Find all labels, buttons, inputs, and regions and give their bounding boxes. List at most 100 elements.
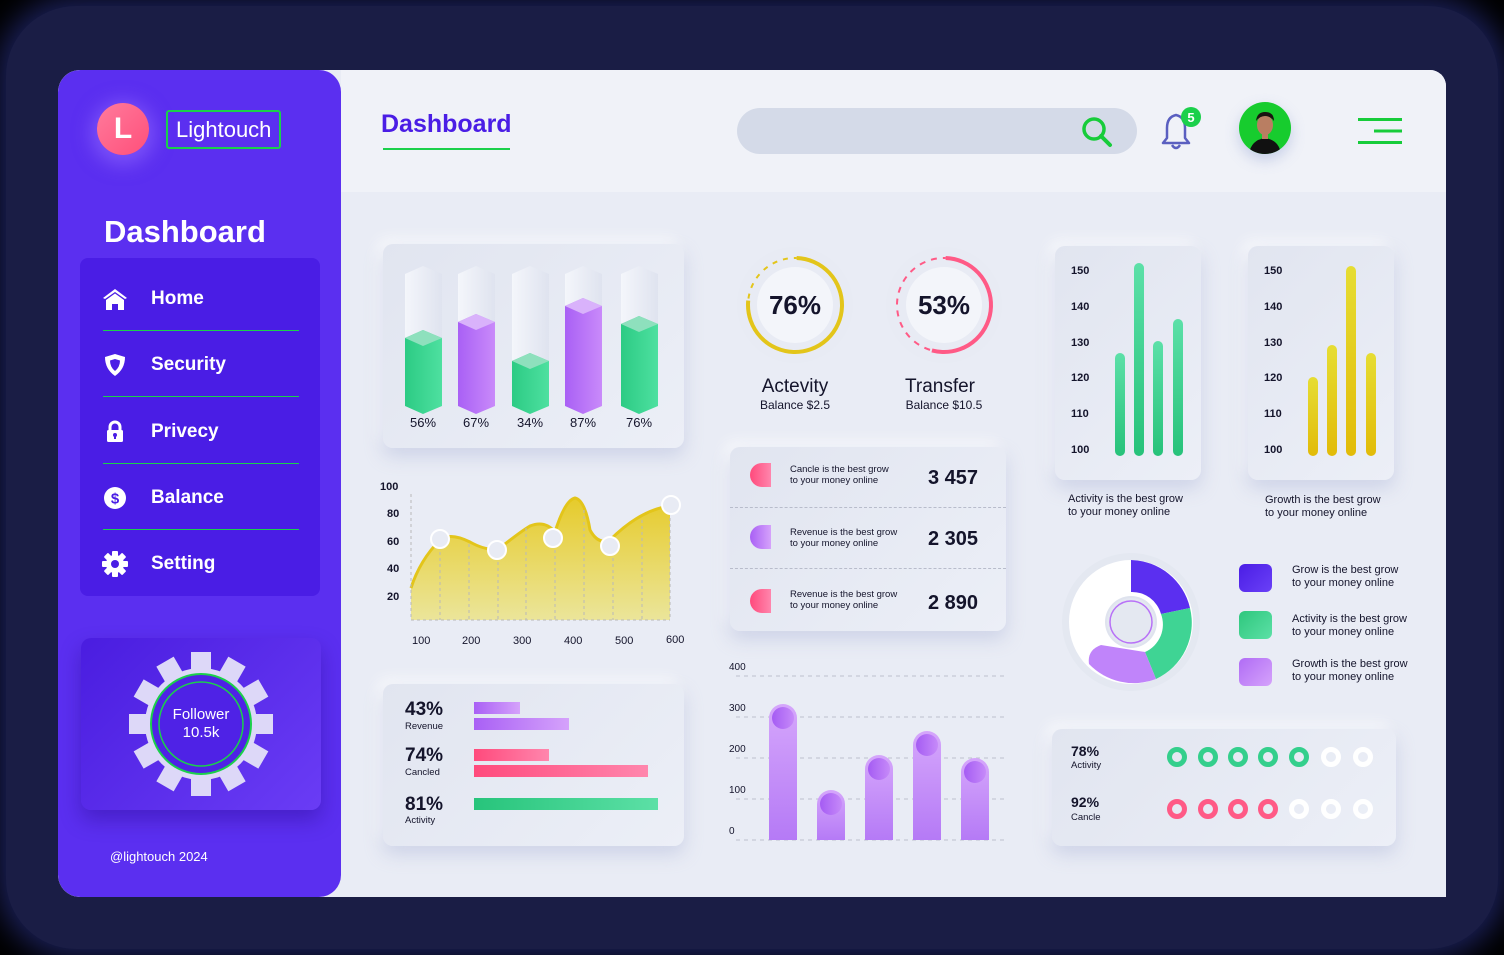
home-icon: [102, 286, 128, 312]
stat-value: 2 890: [928, 592, 979, 614]
dot-filled: [1198, 747, 1218, 767]
legend-swatch-grow: [1239, 564, 1272, 592]
progress-value: 43%: [405, 699, 444, 720]
divider: [730, 507, 1006, 508]
y-tick: 140: [1264, 301, 1283, 313]
x-tick: 500: [615, 635, 634, 647]
nav-divider: [103, 396, 299, 397]
growth-bar: [1327, 345, 1337, 456]
dot-row-label: Activity: [1071, 760, 1102, 771]
y-tick: 150: [1071, 265, 1090, 277]
activity-ring: 76%: [735, 245, 855, 365]
sidebar-item-balance[interactable]: $ Balance: [102, 465, 298, 531]
gear-icon: [102, 551, 128, 577]
sidebar-item-setting[interactable]: Setting: [102, 531, 298, 597]
dot-empty: [1353, 747, 1373, 767]
progress-label: Cancled: [405, 767, 440, 778]
x-tick: 300: [513, 635, 532, 647]
stat-row: Revenue is the best grow to your money on…: [730, 569, 1006, 629]
activity-bar: [1173, 319, 1183, 456]
bar-value-label: 87%: [570, 415, 597, 430]
activity-bar: [474, 798, 658, 810]
svg-text:$: $: [111, 491, 120, 508]
follower-stat: Follower 10.5k: [129, 652, 273, 796]
stat-desc: Revenue is the best grow to your money on…: [790, 527, 898, 549]
search-input[interactable]: [737, 108, 1137, 154]
dot-empty: [1321, 747, 1341, 767]
page-title: Dashboard: [381, 110, 512, 138]
copyright: @lightouch 2024: [110, 849, 208, 864]
stat-pill-icon: [750, 463, 771, 487]
y-tick: 140: [1071, 301, 1090, 313]
activity-bar: [1153, 341, 1163, 456]
dot-filled: [1167, 747, 1187, 767]
cancled-bar-short: [474, 749, 549, 761]
x-tick: 400: [564, 635, 583, 647]
dot-filled: [1228, 747, 1248, 767]
y-tick: 130: [1071, 337, 1090, 349]
progress-bars-card: 43% Revenue 74% Cancled 81% Activity: [383, 684, 684, 846]
dot-empty: [1321, 799, 1341, 819]
y-tick: 120: [1071, 372, 1090, 384]
growth-bar: [1346, 266, 1356, 456]
follower-card: Follower 10.5k: [81, 638, 321, 810]
sidebar-item-privecy[interactable]: Privecy: [102, 399, 298, 465]
y-tick: 120: [1264, 372, 1283, 384]
growth-bars-card: 150 140 130 120 110 100: [1248, 246, 1394, 480]
logo[interactable]: L: [97, 103, 149, 155]
y-tick: 150: [1264, 265, 1283, 277]
stat-desc: Cancle is the best grow to your money onl…: [790, 464, 889, 486]
dot-empty: [1353, 799, 1373, 819]
bar-1: [405, 266, 442, 414]
legend-swatch-activity: [1239, 611, 1272, 639]
sidebar-item-label: Setting: [151, 553, 216, 574]
ring-sub: Balance $10.5: [905, 398, 983, 412]
bar-value-label: 34%: [517, 415, 544, 430]
dot-filled: [1167, 799, 1187, 819]
sidebar-item-security[interactable]: Security: [102, 332, 298, 398]
avatar[interactable]: [1239, 102, 1291, 154]
y-tick: 0: [729, 826, 735, 837]
activity-bar: [1134, 263, 1144, 456]
sidebar-nav: Home Security Privecy $: [80, 258, 320, 596]
ring-label: Actevity: [761, 376, 829, 397]
progress-value: 81%: [405, 794, 444, 815]
bar-4: [565, 266, 602, 414]
revenue-bar-short: [474, 702, 520, 714]
y-tick: 20: [387, 591, 400, 603]
bar-value-label: 56%: [410, 415, 437, 430]
hamburger-menu-icon[interactable]: [1358, 116, 1402, 146]
dollar-icon: $: [102, 485, 128, 511]
brand-name[interactable]: Lightouch: [166, 110, 282, 149]
progress-label: Revenue: [405, 721, 444, 732]
search-icon[interactable]: [1079, 114, 1115, 150]
top-header: Dashboard 5: [341, 70, 1446, 192]
y-tick: 200: [729, 744, 746, 755]
ring-value: 53%: [917, 289, 971, 320]
bar-value-label: 67%: [463, 415, 490, 430]
y-tick: 100: [1071, 444, 1090, 456]
stat-row: Revenue is the best grow to your money on…: [730, 507, 1006, 567]
growth-bar: [1308, 377, 1318, 456]
sidebar-item-home[interactable]: Home: [102, 266, 298, 332]
stat-row: Cancle is the best grow to your money onl…: [730, 447, 1006, 507]
percent-bars-chart: [405, 266, 658, 414]
y-tick: 130: [1264, 337, 1283, 349]
follower-value: 10.5k: [182, 724, 220, 741]
follower-gear-icon: [129, 652, 273, 796]
dot-filled: [1258, 747, 1278, 767]
dot-row-value: 78%: [1071, 743, 1100, 759]
dot-filled: [1289, 747, 1309, 767]
y-tick: 100: [729, 785, 746, 796]
dot-filled: [1228, 799, 1248, 819]
sidebar-item-label: Home: [151, 288, 204, 309]
dashboard-window: L Lightouch Dashboard Home Security: [58, 70, 1446, 897]
growth-bars-caption: Growth is the best grow to your money onl…: [1265, 494, 1381, 519]
legend-text: Activity is the best grow to your money o…: [1292, 613, 1407, 638]
stat-pill-icon: [750, 525, 771, 549]
legend-swatch-growth: [1239, 658, 1272, 686]
activity-bar: [1115, 353, 1125, 456]
nav-divider: [103, 463, 299, 464]
progress-label: Activity: [405, 815, 436, 826]
dot-row-value: 92%: [1071, 794, 1100, 810]
